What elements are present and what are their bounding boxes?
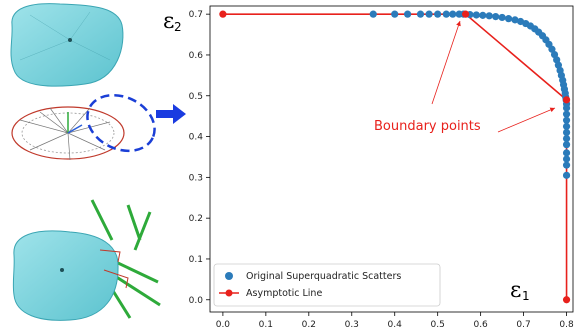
scatter-point xyxy=(562,135,571,143)
scatter-point xyxy=(562,116,571,124)
x-tick-label: 0.8 xyxy=(559,320,574,330)
x-axis-label: ε 1 xyxy=(510,278,530,303)
superquadric-wireframe-middle xyxy=(11,93,156,161)
annotation-arrow-right xyxy=(497,107,556,133)
scatter-point xyxy=(425,10,433,18)
y-tick-label: 0.4 xyxy=(189,133,204,143)
asymptotic-line-point xyxy=(562,96,571,104)
scatter-point xyxy=(434,10,442,18)
legend-scatter-marker xyxy=(225,272,233,280)
scatter-point xyxy=(442,10,450,18)
legend-label-scatter: Original Superquadratic Scatters xyxy=(246,271,401,282)
y-axis: 0.0 0.1 0.2 0.3 0.4 0.5 0.6 0.7 xyxy=(189,10,210,306)
scatter-point xyxy=(504,15,513,23)
y-tick-label: 0.2 xyxy=(189,214,203,224)
x-tick-label: 0.5 xyxy=(431,320,445,330)
right-arrow-icon xyxy=(156,104,186,124)
scatter-series xyxy=(369,10,571,179)
annotation-text: Boundary points xyxy=(374,119,481,134)
superquadric-illustration-top xyxy=(10,3,124,87)
scatter-point xyxy=(479,11,487,19)
y-tick-label: 0.5 xyxy=(189,92,203,102)
scatter-point xyxy=(562,128,571,137)
y-tick-label: 0.0 xyxy=(189,296,204,306)
scatter-point xyxy=(369,10,377,18)
scatter-point xyxy=(562,161,571,169)
scatter-point xyxy=(562,104,571,112)
scatter-point xyxy=(485,12,493,20)
annotation-arrow-top xyxy=(431,20,461,105)
scatter-point xyxy=(562,149,571,157)
scatter-point xyxy=(404,10,412,18)
y-axis-symbol: ε xyxy=(163,9,174,34)
x-axis-symbol: ε xyxy=(510,278,521,303)
x-tick-label: 0.6 xyxy=(473,320,488,330)
boundary-points-annotation: Boundary points xyxy=(374,20,556,134)
x-tick-label: 0.2 xyxy=(302,320,316,330)
x-tick-label: 0.4 xyxy=(388,320,403,330)
asymptotic-line-markers xyxy=(219,10,571,304)
scatter-point xyxy=(498,13,506,22)
scatter-point xyxy=(562,141,571,149)
y-tick-label: 0.7 xyxy=(189,10,203,20)
scatter-point xyxy=(472,11,480,19)
scatter-point xyxy=(562,155,571,163)
legend: Original Superquadratic Scatters Asympto… xyxy=(213,263,441,307)
asymptotic-line-point xyxy=(462,10,470,18)
scatter-point xyxy=(416,10,425,18)
asymptotic-line-point xyxy=(219,10,227,18)
scatter-point xyxy=(449,10,457,18)
y-axis-subscript: 2 xyxy=(174,20,182,34)
y-axis-label: ε 2 xyxy=(163,9,182,34)
y-tick-label: 0.3 xyxy=(189,173,203,183)
x-tick-label: 0.3 xyxy=(345,320,359,330)
scatter-point xyxy=(562,122,571,130)
scatter-point xyxy=(492,13,500,21)
scatter-point xyxy=(511,16,519,24)
y-tick-label: 0.6 xyxy=(189,51,204,61)
plot-area xyxy=(209,5,574,313)
superquadric-with-grasps-bottom xyxy=(12,199,161,321)
x-tick-label: 0.0 xyxy=(216,320,231,330)
legend-label-line: Asymptotic Line xyxy=(246,288,322,299)
x-tick-label: 0.1 xyxy=(259,320,273,330)
x-axis-subscript: 1 xyxy=(522,289,530,303)
scatter-point xyxy=(562,171,571,179)
x-tick-label: 0.7 xyxy=(516,320,530,330)
asymptotic-line xyxy=(222,13,568,300)
x-axis: 0.0 0.1 0.2 0.3 0.4 0.5 0.6 0.7 0.8 xyxy=(216,312,574,330)
scatter-point xyxy=(562,110,571,118)
y-tick-label: 0.1 xyxy=(189,255,203,265)
asymptotic-line-point xyxy=(562,296,571,304)
scatter-point xyxy=(391,10,399,18)
